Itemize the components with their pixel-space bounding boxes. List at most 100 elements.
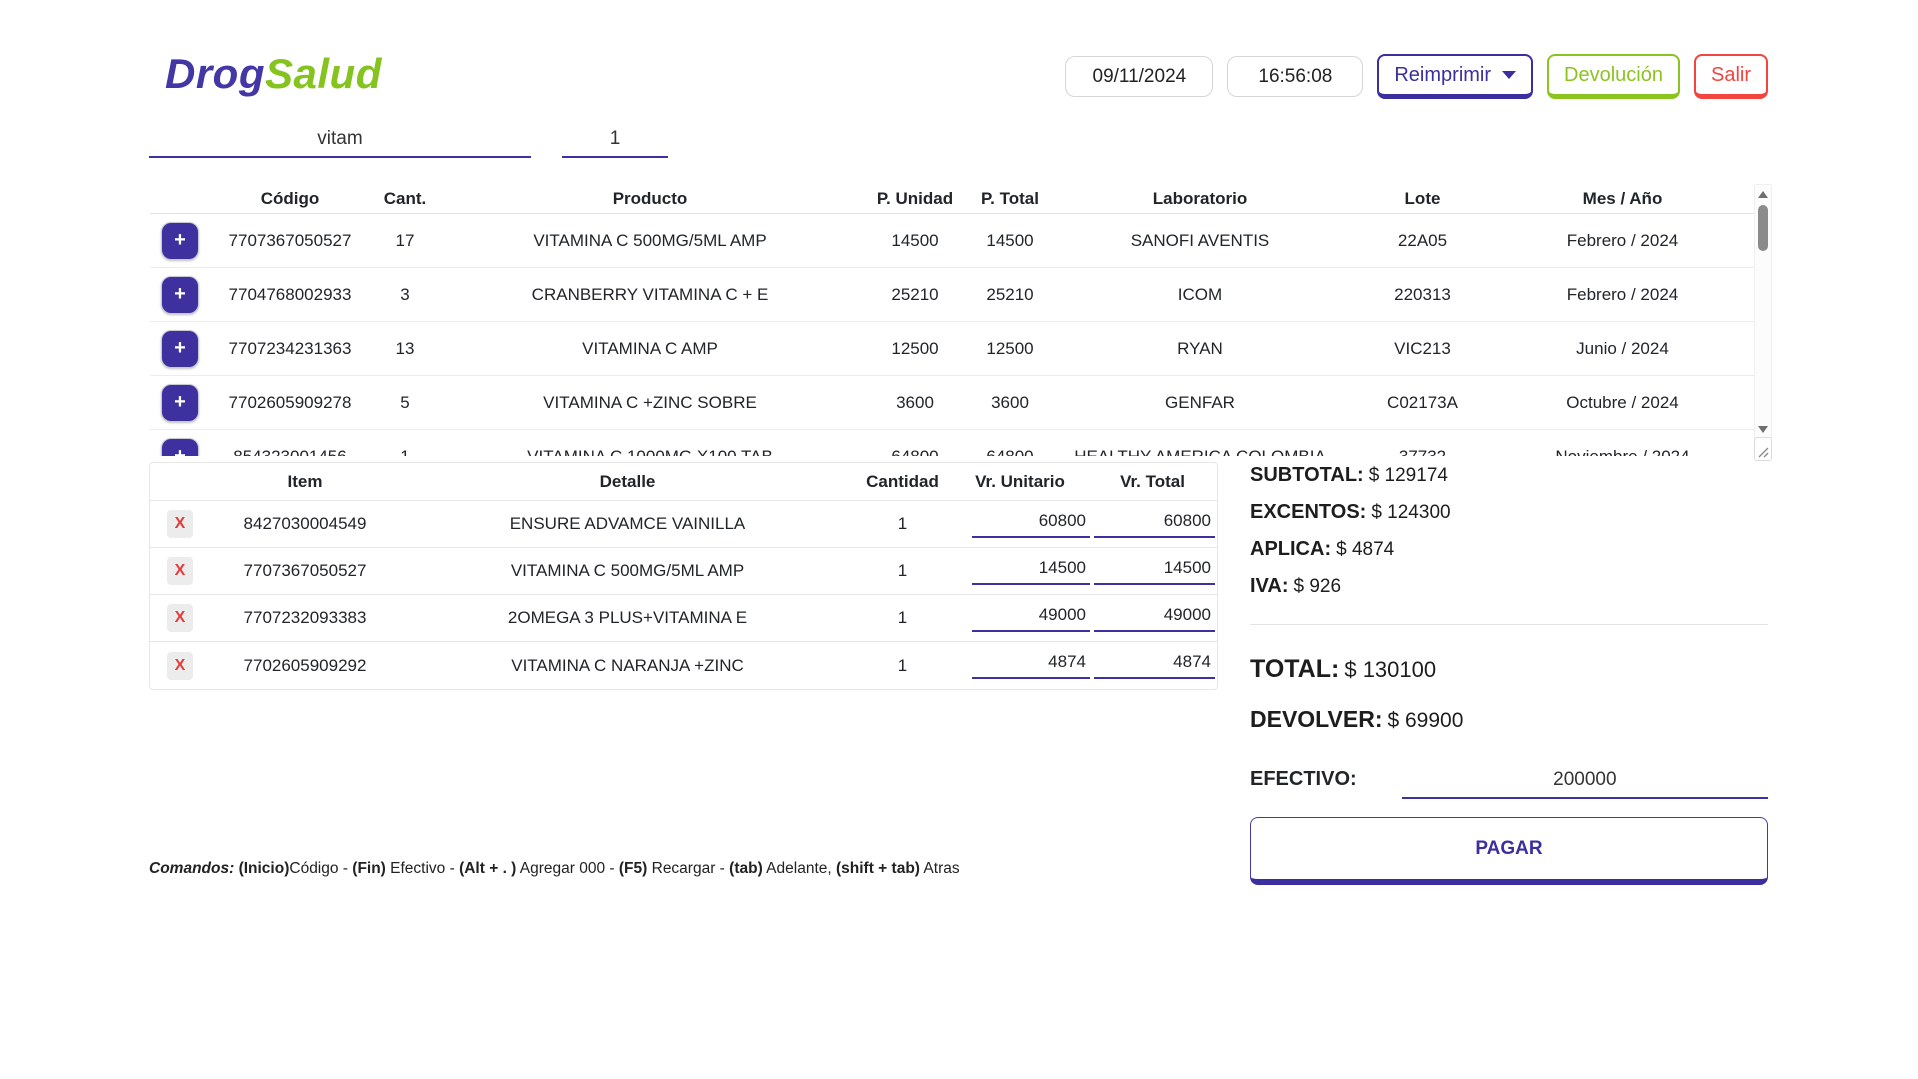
aplica-label: APLICA: — [1250, 538, 1332, 560]
date-display: 09/11/2024 — [1065, 56, 1214, 97]
command-segment: (F5) — [618, 860, 648, 877]
product-name: VITAMINA C 500MG/5ML AMP — [533, 230, 767, 250]
product-laboratory: HEALTHY AMERICA COLOMBIA — [1074, 446, 1326, 457]
excentos-line: EXCENTOS: $ 124300 — [1250, 501, 1768, 524]
header-producto: Producto — [612, 188, 688, 208]
add-cell: + — [150, 221, 210, 260]
quantity-input[interactable] — [562, 126, 668, 158]
product-code: 7707367050527 — [228, 230, 352, 250]
products-scrollbar[interactable] — [1754, 184, 1772, 461]
product-qty: 5 — [400, 392, 410, 412]
remove-item-button[interactable]: X — [167, 651, 193, 680]
product-code: 7707234231363 — [228, 338, 352, 358]
unit-value-input[interactable] — [972, 652, 1090, 679]
total-value-input[interactable] — [1094, 557, 1215, 585]
iva-line: IVA: $ 926 — [1250, 575, 1768, 598]
cart-item-code: 7702605909292 — [243, 655, 367, 675]
unit-value-input[interactable] — [972, 510, 1090, 538]
total-value-input[interactable] — [1094, 510, 1215, 538]
devolver-value: $ 69900 — [1387, 709, 1464, 732]
remove-cell: X — [150, 651, 210, 680]
product-month-year: Febrero / 2024 — [1566, 284, 1679, 304]
product-name: VITAMINA C AMP — [582, 338, 718, 358]
command-segment: (Inicio) — [238, 860, 290, 877]
total-value-input[interactable] — [1094, 652, 1215, 679]
cart-item-code: 8427030004549 — [243, 514, 367, 533]
product-name: VITAMINA C 1000MG X100 TAB — [527, 446, 773, 457]
resize-grip-icon — [1758, 447, 1769, 458]
cart-row: X 7702605909292 VITAMINA C NARANJA +ZINC… — [150, 642, 1217, 689]
add-product-button[interactable]: + — [161, 437, 199, 456]
product-total-price: 25210 — [986, 284, 1034, 304]
product-search-input[interactable] — [149, 126, 531, 158]
header-p-unidad: P. Unidad — [876, 188, 954, 208]
header-vr-total: Vr. Total — [1120, 471, 1185, 491]
product-total-price: 3600 — [991, 392, 1029, 412]
remove-cell: X — [150, 604, 210, 632]
add-cell: + — [150, 383, 210, 422]
salir-button[interactable]: Salir — [1693, 54, 1768, 99]
product-row: + 7704768002933 3 CRANBERRY VITAMINA C +… — [150, 268, 1772, 322]
cart-qty: 1 — [897, 655, 908, 675]
cart-row: X 7707232093383 2OMEGA 3 PLUS+VITAMINA E… — [150, 595, 1217, 642]
scrollbar-track[interactable] — [1755, 202, 1771, 422]
add-product-button[interactable]: + — [161, 221, 199, 260]
total-value-input[interactable] — [1094, 604, 1215, 632]
resize-handle[interactable] — [1754, 437, 1772, 461]
pagar-button[interactable]: PAGAR — [1250, 817, 1768, 885]
cart-table: Item Detalle Cantidad Vr. Unitario Vr. T… — [149, 462, 1218, 690]
product-laboratory: ICOM — [1177, 284, 1223, 304]
aplica-value: $ 4874 — [1336, 539, 1395, 560]
cart-detail: ENSURE ADVAMCE VAINILLA — [509, 514, 746, 533]
add-cell: + — [150, 275, 210, 314]
product-lot: 37732 — [1398, 446, 1447, 457]
cart-total-value-cell — [1090, 604, 1215, 632]
unit-value-input[interactable] — [972, 604, 1090, 632]
command-segment: (tab) — [729, 860, 763, 877]
aplica-line: APLICA: $ 4874 — [1250, 538, 1768, 561]
cart-item-code: 7707367050527 — [243, 561, 367, 580]
command-segment: Agregar 000 - — [516, 860, 619, 877]
efectivo-row: EFECTIVO: — [1250, 767, 1768, 799]
devolucion-button[interactable]: Devolución — [1547, 54, 1680, 99]
product-name: VITAMINA C +ZINC SOBRE — [543, 392, 757, 412]
product-qty: 1 — [400, 446, 410, 457]
cart-row: X 7707367050527 VITAMINA C 500MG/5ML AMP… — [150, 548, 1217, 595]
cart-unit-value-cell — [950, 510, 1090, 538]
scroll-down-icon[interactable] — [1758, 426, 1768, 433]
product-unit-price: 14500 — [891, 230, 939, 250]
scroll-up-icon[interactable] — [1758, 191, 1768, 198]
products-table-container: Código Cant. Producto P. Unidad P. Total… — [150, 184, 1772, 461]
summary-divider — [1250, 624, 1768, 625]
product-lot: VIC213 — [1394, 338, 1451, 358]
command-segment: (Alt + . ) — [459, 860, 517, 877]
product-code: 854323001456 — [233, 446, 347, 457]
add-product-button[interactable]: + — [161, 329, 199, 368]
product-lot: C02173A — [1387, 392, 1458, 412]
product-row: + 854323001456 1 VITAMINA C 1000MG X100 … — [150, 430, 1772, 456]
search-row — [149, 126, 1918, 158]
add-product-button[interactable]: + — [161, 383, 199, 422]
header-cant: Cant. — [383, 188, 427, 208]
remove-cell: X — [150, 510, 210, 538]
unit-value-input[interactable] — [972, 557, 1090, 585]
remove-item-button[interactable]: X — [167, 510, 193, 538]
product-month-year: Noviembre / 2024 — [1555, 446, 1690, 457]
cart-table-body: X 8427030004549 ENSURE ADVAMCE VAINILLA … — [150, 501, 1217, 689]
remove-item-button[interactable]: X — [167, 557, 193, 585]
command-segment: (shift + tab) — [836, 860, 920, 877]
scrollbar-thumb[interactable] — [1758, 205, 1768, 251]
header-mes-ano: Mes / Año — [1582, 188, 1663, 208]
header-p-total: P. Total — [981, 188, 1039, 208]
cart-detail: VITAMINA C 500MG/5ML AMP — [510, 561, 745, 580]
add-product-button[interactable]: + — [161, 275, 199, 314]
efectivo-input[interactable] — [1401, 767, 1768, 799]
product-row: + 7707367050527 17 VITAMINA C 500MG/5ML … — [150, 214, 1772, 268]
devolver-line: DEVOLVER: $ 69900 — [1250, 706, 1768, 733]
remove-cell: X — [150, 557, 210, 585]
cart-detail: VITAMINA C NARANJA +ZINC — [511, 655, 744, 675]
add-cell: + — [150, 437, 210, 456]
product-code: 7704768002933 — [228, 284, 352, 304]
reimprimir-button[interactable]: Reimprimir — [1377, 54, 1534, 99]
remove-item-button[interactable]: X — [167, 604, 193, 632]
